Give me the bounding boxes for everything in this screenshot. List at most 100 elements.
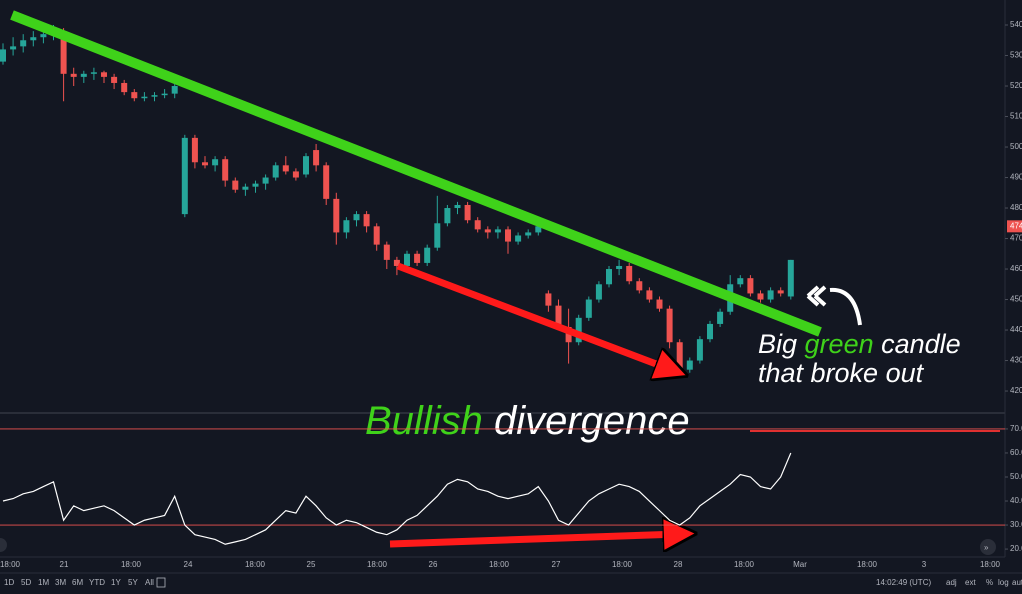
candle-body (171, 86, 178, 94)
candle-body (282, 165, 289, 172)
x-tick-label: 27 (552, 560, 561, 569)
candle-body (434, 223, 441, 248)
rsi-divergence-arrow (389, 534, 680, 544)
x-tick-label: 24 (184, 560, 193, 569)
pane-button[interactable] (0, 538, 7, 552)
x-tick-label: 21 (60, 560, 69, 569)
candle-body (353, 214, 360, 221)
candle-body (262, 177, 269, 184)
candle-body (202, 162, 208, 166)
candle-body (686, 360, 693, 370)
range-button[interactable]: YTD (89, 578, 105, 587)
candle-body (242, 186, 249, 190)
y-tick-label: 50.00 (1010, 472, 1022, 481)
breakout-text: Big green candle (758, 329, 961, 359)
y-tick-label: 470 (1010, 234, 1022, 243)
candle-body (616, 265, 623, 270)
candle-body (303, 156, 309, 175)
candle-body (474, 220, 481, 230)
option-button[interactable]: % (986, 578, 993, 587)
candle-body (747, 278, 754, 294)
x-tick-label: 18:00 (857, 560, 878, 569)
candle-body (20, 40, 27, 47)
candle-body (292, 171, 299, 178)
candle-body (141, 96, 148, 99)
candle-body (80, 73, 87, 77)
candle-body (343, 220, 350, 233)
x-tick-label: 18:00 (121, 560, 142, 569)
candle-body (121, 82, 128, 93)
candle-body (90, 72, 97, 74)
candle-body (555, 305, 562, 327)
candle-body (454, 204, 461, 209)
candle-body (757, 293, 764, 300)
y-tick-label: 540 (1010, 20, 1022, 29)
x-tick-label: 18:00 (734, 560, 755, 569)
candle-body (787, 259, 794, 297)
candle-body (40, 34, 47, 38)
trend-line (10, 10, 822, 337)
candle-body (191, 137, 198, 163)
candle-body (393, 259, 400, 266)
candle-body (60, 31, 67, 74)
y-tick-label: 480 (1010, 203, 1022, 212)
candle-body (464, 204, 471, 221)
candle-body (272, 165, 279, 178)
candle-body (656, 299, 663, 309)
candle-body (373, 226, 380, 245)
y-tick-label: 500 (1010, 142, 1022, 151)
candle-body (333, 198, 340, 233)
candle-body (595, 284, 602, 300)
candle-body (777, 290, 784, 294)
y-tick-label: 420 (1010, 386, 1022, 395)
x-tick-label: Mar (793, 560, 807, 569)
candle-body (424, 247, 431, 263)
breakout-text: that broke out (758, 358, 925, 388)
x-tick-label: 18:00 (0, 560, 21, 569)
candle-body (494, 229, 501, 233)
option-button[interactable]: ext (965, 578, 976, 587)
option-button[interactable]: auto (1012, 578, 1022, 587)
range-button[interactable]: 1M (38, 578, 49, 587)
range-button[interactable]: 6M (72, 578, 83, 587)
price-divergence-arrow (396, 262, 672, 370)
candle-body (404, 253, 410, 266)
range-button[interactable]: 3M (55, 578, 66, 587)
candle-body (696, 339, 703, 361)
range-button[interactable]: All (145, 578, 154, 587)
candle-body (505, 229, 511, 242)
option-button[interactable]: adj (946, 578, 957, 587)
range-button[interactable]: 1Y (111, 578, 121, 587)
candle-body (363, 214, 370, 227)
plot (0, 25, 794, 376)
candle-body (0, 49, 6, 62)
candle-body (383, 244, 390, 260)
x-tick-label: 18:00 (245, 560, 266, 569)
x-tick-label: 3 (922, 560, 927, 569)
breakout-word: green (805, 329, 874, 359)
candle-body (525, 232, 532, 236)
candle-body (545, 293, 552, 306)
candle-body (30, 37, 37, 41)
candle-body (484, 229, 491, 233)
divergence-text: Bullish divergence (365, 399, 690, 443)
chevrons (806, 285, 827, 307)
candle-body (515, 235, 522, 242)
range-button[interactable]: 5D (21, 578, 31, 587)
candle-body (717, 311, 724, 324)
candle-body (212, 159, 219, 166)
candle-body (111, 76, 118, 83)
candle-body (181, 137, 188, 215)
x-tick-label: 25 (307, 560, 316, 569)
last-price-tag (1007, 220, 1022, 233)
range-button[interactable]: 5Y (128, 578, 138, 587)
candle-body (222, 159, 229, 181)
range-button[interactable]: 1D (4, 578, 14, 587)
option-button[interactable]: log (998, 578, 1009, 587)
candle-body (131, 92, 138, 99)
y-tick-label: 460 (1010, 264, 1022, 273)
candle-body (676, 342, 683, 370)
scroll-button[interactable] (980, 539, 996, 555)
candle-body (565, 326, 572, 343)
candle-body (585, 299, 592, 318)
